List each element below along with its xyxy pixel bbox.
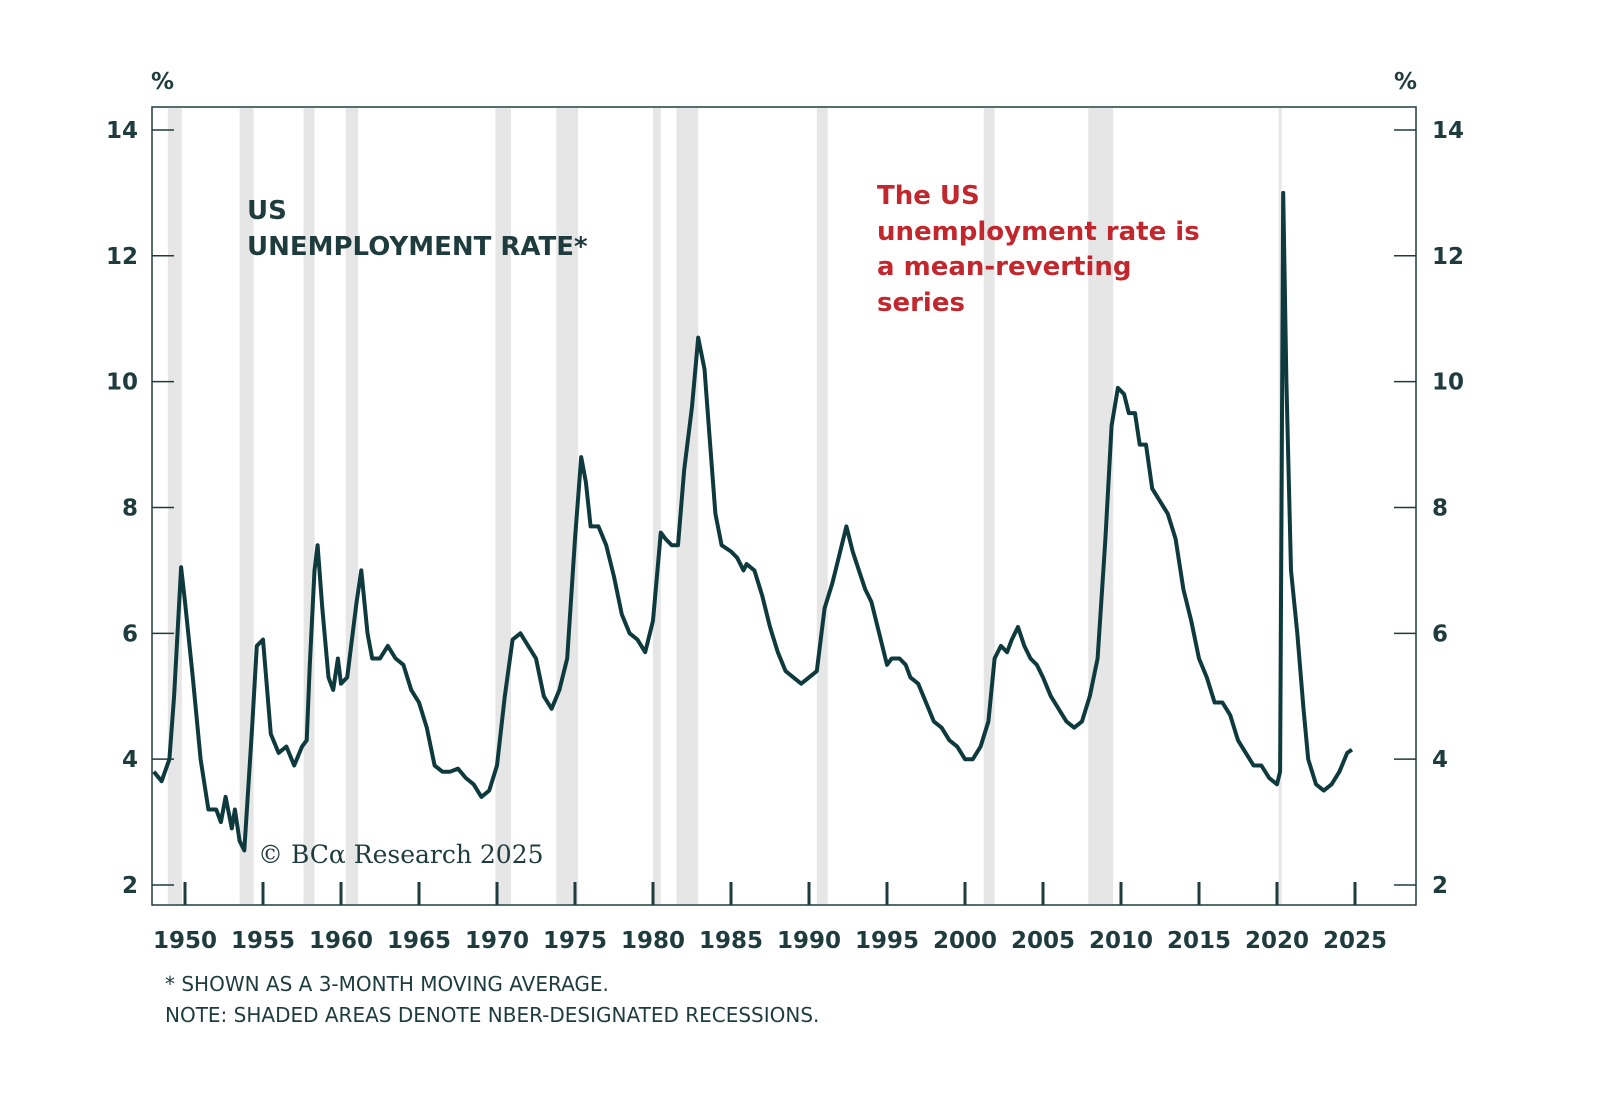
- y-tick-label-right: 8: [1432, 495, 1448, 521]
- x-tick-label: 2000: [933, 928, 997, 954]
- y-tick-label-left: 12: [106, 244, 138, 270]
- chart-title-line-1: US: [247, 196, 287, 226]
- x-tick-label: 1995: [855, 928, 919, 954]
- recession-band-2: [303, 108, 315, 904]
- x-tick-label: 1990: [777, 928, 841, 954]
- copyright-watermark: © BCα Research 2025: [258, 840, 544, 869]
- y-tick-label-right: 14: [1432, 118, 1464, 144]
- chart-title-line-2: UNEMPLOYMENT RATE*: [247, 232, 588, 262]
- y-tick-label-right: 4: [1432, 747, 1448, 773]
- recession-band-5: [556, 108, 579, 904]
- y-tick-label-left: 2: [122, 873, 138, 899]
- x-tick-label: 1950: [153, 928, 217, 954]
- y-tick-label-right: 6: [1432, 621, 1448, 647]
- x-tick-label: 1965: [387, 928, 451, 954]
- y-tick-label-left: 14: [106, 118, 138, 144]
- x-tick-label: 1975: [543, 928, 607, 954]
- annotation-line-3: a mean-reverting: [877, 252, 1132, 282]
- x-tick-label: 1960: [309, 928, 373, 954]
- y-axis-unit-right: %: [1394, 69, 1417, 95]
- recession-band-9: [983, 108, 995, 904]
- footnote-recessions: NOTE: SHADED AREAS DENOTE NBER-DESIGNATE…: [165, 1003, 819, 1027]
- x-tick-label: 2020: [1245, 928, 1309, 954]
- y-tick-label-left: 8: [122, 495, 138, 521]
- annotation-line-2: unemployment rate is: [877, 217, 1200, 247]
- x-tick-label: 2025: [1323, 928, 1387, 954]
- annotation-line-1: The US: [877, 181, 980, 211]
- x-tick-label: 1955: [231, 928, 295, 954]
- y-tick-label-right: 10: [1432, 370, 1464, 396]
- recession-band-1: [239, 108, 254, 904]
- plot-frame: [151, 106, 1417, 906]
- x-tick-label: 2010: [1089, 928, 1153, 954]
- x-tick-label: 1985: [699, 928, 763, 954]
- annotation-line-4: series: [877, 288, 965, 318]
- recession-band-3: [345, 108, 359, 904]
- y-tick-label-right: 12: [1432, 244, 1464, 270]
- recession-band-7: [676, 108, 699, 904]
- x-tick-label: 1980: [621, 928, 685, 954]
- y-tick-label-left: 6: [122, 621, 138, 647]
- y-tick-label-right: 2: [1432, 873, 1448, 899]
- unemployment-rate-line: [152, 190, 1354, 853]
- recession-band-8: [816, 108, 828, 904]
- footnote-moving-average: * SHOWN AS A 3-MONTH MOVING AVERAGE.: [165, 972, 609, 996]
- recession-band-4: [495, 108, 512, 904]
- x-tick-label: 2005: [1011, 928, 1075, 954]
- recession-band-0: [167, 108, 182, 904]
- y-axis-unit-left: %: [151, 69, 174, 95]
- recession-band-6: [653, 108, 661, 904]
- x-tick-label: 2015: [1167, 928, 1231, 954]
- axis-ticks: 2 2 4 4 6 6 8 8 10 10 12 12 14 14 1950 1955 1960 1965 1970…: [106, 118, 1464, 954]
- x-tick-label: 1970: [465, 928, 529, 954]
- y-tick-label-left: 4: [122, 747, 138, 773]
- y-tick-label-left: 10: [106, 370, 138, 396]
